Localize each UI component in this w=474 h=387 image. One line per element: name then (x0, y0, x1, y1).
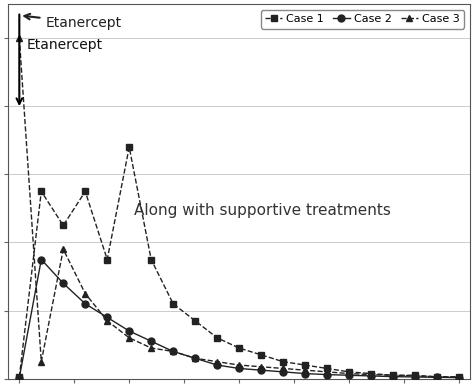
Case 2 (38, 257, 44, 262)
Case 2 (148, 339, 154, 344)
Line: Case 1: Case 1 (16, 144, 462, 380)
Case 3 (302, 368, 308, 372)
Case 3 (17, 36, 22, 41)
Case 1 (236, 346, 242, 350)
Case 2 (456, 375, 462, 380)
Case 3 (127, 336, 132, 340)
Case 1 (82, 189, 88, 194)
Case 1 (434, 375, 440, 379)
Case 2 (236, 366, 242, 371)
Case 1 (302, 363, 308, 367)
Case 1 (456, 375, 462, 379)
Case 3 (456, 375, 462, 379)
Case 2 (280, 370, 286, 374)
Case 1 (390, 373, 396, 378)
Case 3 (324, 370, 330, 374)
Case 2 (192, 356, 198, 361)
Case 1 (280, 359, 286, 364)
Case 2 (324, 372, 330, 377)
Line: Case 3: Case 3 (16, 35, 462, 380)
Case 3 (104, 319, 110, 323)
Case 3 (236, 363, 242, 367)
Case 2 (170, 349, 176, 354)
Case 2 (346, 373, 352, 378)
Case 2 (258, 368, 264, 372)
Case 2 (104, 315, 110, 320)
Case 3 (434, 374, 440, 379)
Case 2 (60, 281, 66, 286)
Text: Etanercept: Etanercept (24, 14, 121, 30)
Case 3 (214, 359, 220, 364)
Case 3 (60, 247, 66, 252)
Case 3 (280, 366, 286, 371)
Case 1 (192, 319, 198, 323)
Case 1 (127, 145, 132, 149)
Case 2 (390, 374, 396, 379)
Case 3 (412, 373, 418, 378)
Case 3 (368, 372, 374, 377)
Case 3 (38, 359, 44, 364)
Case 2 (17, 375, 22, 380)
Case 3 (390, 373, 396, 378)
Case 2 (214, 363, 220, 367)
Case 1 (368, 371, 374, 376)
Case 1 (38, 189, 44, 194)
Case 2 (82, 301, 88, 306)
Case 3 (192, 356, 198, 361)
Case 3 (346, 371, 352, 376)
Case 1 (148, 257, 154, 262)
Case 1 (324, 366, 330, 371)
Case 2 (434, 375, 440, 380)
Case 3 (170, 349, 176, 354)
Case 1 (170, 301, 176, 306)
Case 1 (346, 370, 352, 374)
Case 1 (258, 353, 264, 357)
Case 2 (127, 329, 132, 333)
Case 2 (302, 371, 308, 376)
Case 2 (412, 375, 418, 379)
Case 1 (17, 375, 22, 379)
Line: Case 2: Case 2 (16, 256, 462, 381)
Case 1 (60, 223, 66, 228)
Case 2 (368, 373, 374, 378)
Case 1 (104, 257, 110, 262)
Case 1 (214, 336, 220, 340)
Legend: Case 1, Case 2, Case 3: Case 1, Case 2, Case 3 (261, 10, 464, 29)
Text: Along with supportive treatments: Along with supportive treatments (134, 203, 391, 217)
Case 3 (148, 346, 154, 350)
Case 3 (258, 365, 264, 369)
Case 3 (82, 291, 88, 296)
Case 1 (412, 373, 418, 378)
Text: Etanercept: Etanercept (27, 38, 103, 52)
